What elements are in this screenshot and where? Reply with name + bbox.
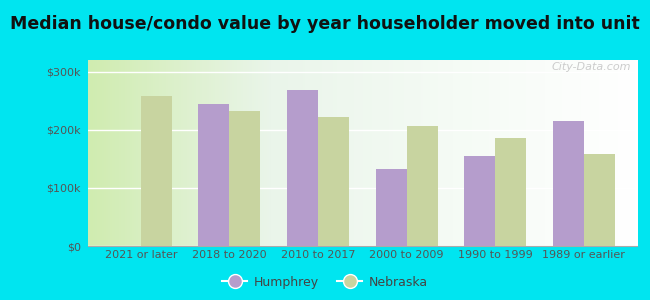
- Bar: [376, 169, 407, 246]
- Bar: [464, 156, 495, 246]
- Bar: [287, 90, 318, 246]
- Bar: [495, 138, 526, 246]
- Text: City-Data.com: City-Data.com: [552, 62, 632, 72]
- Bar: [198, 103, 229, 246]
- Bar: [318, 117, 349, 246]
- Bar: [584, 154, 615, 246]
- Legend: Humphrey, Nebraska: Humphrey, Nebraska: [217, 271, 433, 294]
- Bar: [553, 121, 584, 246]
- Bar: [229, 111, 261, 246]
- Bar: [141, 96, 172, 246]
- Text: Median house/condo value by year householder moved into unit: Median house/condo value by year househo…: [10, 15, 640, 33]
- Bar: [407, 126, 437, 246]
